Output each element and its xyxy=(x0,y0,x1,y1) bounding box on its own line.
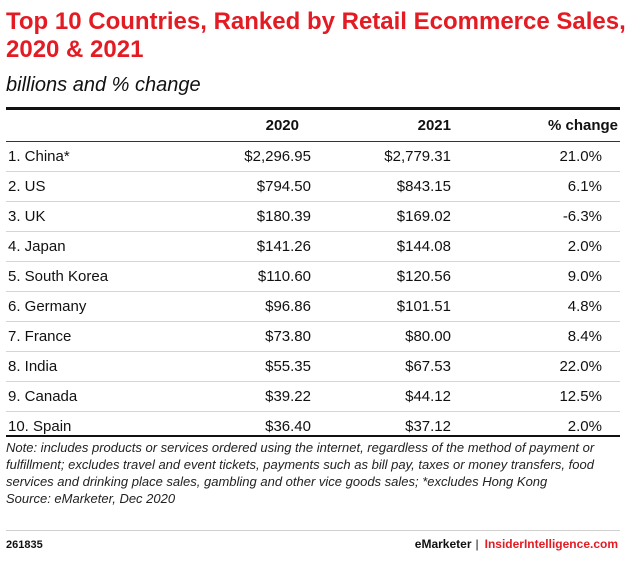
cell-country: 5. South Korea xyxy=(6,261,213,292)
cell-country: 6. Germany xyxy=(6,291,213,322)
cell-2020: $180.39 xyxy=(213,201,311,232)
cell-change: 21.0% xyxy=(451,141,620,172)
cell-2021: $44.12 xyxy=(311,381,451,412)
cell-country: 8. India xyxy=(6,351,213,382)
cell-2021: $169.02 xyxy=(311,201,451,232)
cell-change: 4.8% xyxy=(451,291,620,322)
column-header-change: % change xyxy=(451,110,620,142)
data-table: 2020 2021 % change 1. China* $2,296.95 $2,… xyxy=(6,110,620,441)
cell-2020: $55.35 xyxy=(213,351,311,382)
cell-2020: $96.86 xyxy=(213,291,311,322)
cell-change: 8.4% xyxy=(451,321,620,352)
cell-2020: $39.22 xyxy=(213,381,311,412)
cell-2020: $2,296.95 xyxy=(213,141,311,172)
cell-change: 2.0% xyxy=(451,231,620,262)
cell-2020: $110.60 xyxy=(213,261,311,292)
brand-site-link[interactable]: InsiderIntelligence.com xyxy=(484,537,618,551)
brand-separator: | xyxy=(475,537,479,551)
cell-2021: $144.08 xyxy=(311,231,451,262)
source-text: Source: eMarketer, Dec 2020 xyxy=(6,491,176,506)
cell-country: 2. US xyxy=(6,171,213,202)
cell-2021: $101.51 xyxy=(311,291,451,322)
chart-id: 261835 xyxy=(6,539,43,551)
table-row: 3. UK $180.39 $169.02 -6.3% xyxy=(6,201,620,232)
footer-rule xyxy=(6,530,620,531)
table-row: 5. South Korea $110.60 $120.56 9.0% xyxy=(6,261,620,292)
cell-change: 9.0% xyxy=(451,261,620,292)
note-text: Note: includes products or services orde… xyxy=(6,440,595,489)
cell-2020: $141.26 xyxy=(213,231,311,262)
column-header-2020: 2020 xyxy=(213,110,311,142)
cell-2021: $80.00 xyxy=(311,321,451,352)
table-row: 6. Germany $96.86 $101.51 4.8% xyxy=(6,291,620,322)
cell-country: 4. Japan xyxy=(6,231,213,262)
cell-change: 6.1% xyxy=(451,171,620,202)
cell-country: 1. China* xyxy=(6,141,213,172)
bottom-rule xyxy=(6,435,620,437)
notes-block: Note: includes products or services orde… xyxy=(6,439,631,507)
table-row: 7. France $73.80 $80.00 8.4% xyxy=(6,321,620,352)
brand-emarketer: eMarketer xyxy=(414,537,472,551)
cell-change: 12.5% xyxy=(451,381,620,412)
table-row: 9. Canada $39.22 $44.12 12.5% xyxy=(6,381,620,412)
table-row: 2. US $794.50 $843.15 6.1% xyxy=(6,171,620,202)
cell-country: 9. Canada xyxy=(6,381,213,412)
cell-2021: $843.15 xyxy=(311,171,451,202)
top-rule xyxy=(6,107,620,110)
cell-2020: $73.80 xyxy=(213,321,311,352)
cell-country: 7. France xyxy=(6,321,213,352)
cell-2021: $120.56 xyxy=(311,261,451,292)
table-body: 1. China* $2,296.95 $2,779.31 21.0% 2. US $79… xyxy=(6,141,620,441)
table-header-row: 2020 2021 % change xyxy=(6,110,620,142)
chart-title: Top 10 Countries, Ranked by Retail Ecomm… xyxy=(6,8,626,63)
table-row: 4. Japan $141.26 $144.08 2.0% xyxy=(6,231,620,262)
cell-2020: $794.50 xyxy=(213,171,311,202)
table-row: 8. India $55.35 $67.53 22.0% xyxy=(6,351,620,382)
cell-2021: $67.53 xyxy=(311,351,451,382)
cell-country: 3. UK xyxy=(6,201,213,232)
column-header-country xyxy=(6,110,213,142)
table-row: 1. China* $2,296.95 $2,779.31 21.0% xyxy=(6,141,620,172)
chart-subtitle: billions and % change xyxy=(6,74,201,96)
cell-change: -6.3% xyxy=(451,201,620,232)
footer-brand: eMarketer | InsiderIntelligence.com xyxy=(415,537,618,551)
cell-2021: $2,779.31 xyxy=(311,141,451,172)
column-header-2021: 2021 xyxy=(311,110,451,142)
cell-change: 22.0% xyxy=(451,351,620,382)
